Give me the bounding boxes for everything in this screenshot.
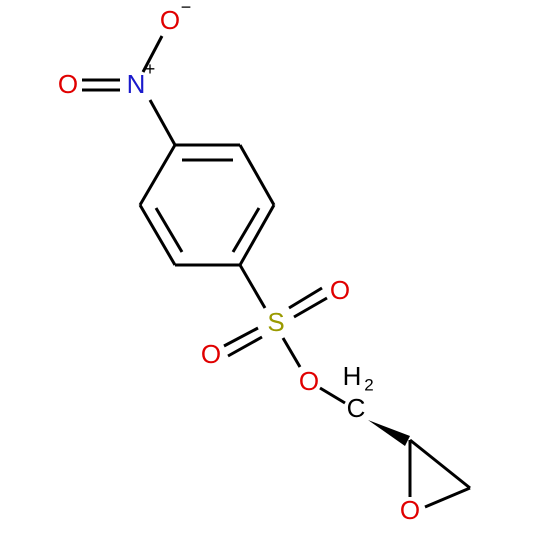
bonds [82, 35, 471, 509]
atom-s: S [267, 307, 284, 337]
atom-o: O [160, 5, 180, 35]
atom-c: C [347, 393, 366, 423]
atom-o: O [330, 275, 350, 305]
atom-o: O [299, 366, 319, 396]
charge: + [145, 59, 156, 79]
atom-h: H [343, 361, 362, 391]
atom-o: O [400, 495, 420, 525]
charge: − [181, 0, 192, 17]
atom-o: O [58, 69, 78, 99]
atom-o: O [201, 339, 221, 369]
atom-n: N [127, 69, 146, 99]
wedge-bond [368, 420, 410, 446]
subscript: 2 [364, 375, 373, 394]
